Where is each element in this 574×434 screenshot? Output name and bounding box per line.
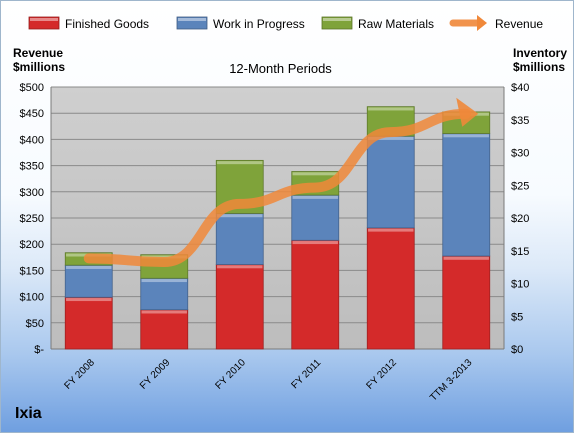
y-right-tick-label: $25: [511, 180, 529, 192]
legend-swatch-arrow: [477, 15, 487, 31]
x-tick-label: FY 2010: [213, 357, 248, 392]
bar-segment-highlight: [444, 257, 489, 260]
y-right-tick-label: $30: [511, 148, 529, 160]
y-right-tick-label: $20: [511, 213, 529, 225]
y-left-tick-label: $450: [20, 108, 44, 120]
bar-segment-work-in-progress: [141, 278, 188, 309]
legend-swatch-highlight: [30, 18, 58, 21]
bar-segment-finished-goods: [367, 228, 414, 349]
bar-segment-work-in-progress: [216, 213, 263, 264]
legend-label: Raw Materials: [358, 17, 434, 31]
y-left-tick-label: $50: [26, 318, 44, 330]
y-axis-left-label-line2: $millions: [13, 60, 65, 74]
y-left-tick-label: $400: [20, 134, 44, 146]
bar-segment-highlight: [217, 161, 262, 164]
y-left-tick-label: $300: [20, 187, 44, 199]
plot-area: $- $50 $100 $150 $200 $250 $300 $350 $400 $450 $50…: [20, 61, 530, 404]
bar-segment-finished-goods: [216, 265, 263, 349]
x-tick-label: FY 2011: [290, 357, 324, 391]
y-left-tick-label: $350: [20, 161, 44, 173]
bar-segment-finished-goods: [141, 310, 188, 349]
x-tick-label: FY 2012: [364, 357, 399, 392]
y-right-tick-label: $15: [511, 246, 529, 258]
bar-segment-highlight: [66, 298, 111, 301]
legend-label: Finished Goods: [65, 17, 149, 31]
bar-segment-highlight: [444, 134, 489, 137]
y-left-tick-label: $200: [20, 239, 44, 251]
x-tick-label: TTM 3-2013: [428, 357, 475, 404]
y-left-tick-label: $250: [20, 213, 44, 225]
bar-segment-highlight: [293, 196, 338, 199]
y-axis-right-label-line2: $millions: [513, 60, 565, 74]
y-right-tick-label: $10: [511, 279, 529, 291]
y-left-tick-label: $100: [20, 292, 44, 304]
legend-swatch-highlight: [178, 18, 206, 21]
bar-segment-highlight: [293, 241, 338, 244]
y-right-tick-label: $0: [511, 344, 523, 356]
bar-segment-work-in-progress: [367, 136, 414, 228]
bar-segment-highlight: [66, 266, 111, 269]
legend-label: Revenue: [495, 17, 543, 31]
y-left-tick-label: $150: [20, 265, 44, 277]
bar-segment-highlight: [217, 265, 262, 268]
x-tick-label: FY 2009: [138, 357, 173, 392]
bar-segment-work-in-progress: [65, 265, 112, 297]
bar-segment-work-in-progress: [292, 195, 339, 240]
y-left-tick-label: $500: [20, 82, 44, 94]
y-left-tick-label: $-: [34, 344, 44, 356]
bar-segment-finished-goods: [443, 256, 490, 349]
chart-subtitle: 12-Month Periods: [229, 61, 332, 76]
bar-segment-highlight: [217, 214, 262, 217]
legend-label: Work in Progress: [213, 17, 305, 31]
y-right-tick-label: $40: [511, 82, 529, 94]
bar-segment-work-in-progress: [443, 134, 490, 256]
bar-segment-finished-goods: [65, 297, 112, 349]
company-name: Ixia: [15, 405, 42, 423]
legend: Finished Goods Work in Progress Raw Materi…: [29, 15, 543, 31]
y-right-tick-label: $35: [511, 115, 529, 127]
legend-swatch-highlight: [323, 18, 351, 21]
bar-segment-finished-goods: [292, 240, 339, 349]
bar-segment-highlight: [368, 107, 413, 110]
y-axis-right-label-line1: Inventory: [513, 46, 567, 60]
bar-segment-highlight: [142, 311, 187, 314]
bar-segment-highlight: [142, 279, 187, 282]
bar-segment-highlight: [293, 172, 338, 175]
y-right-tick-label: $5: [511, 311, 523, 323]
x-tick-label: FY 2008: [62, 357, 97, 392]
bar-segment-highlight: [368, 229, 413, 232]
y-axis-left-label-line1: Revenue: [13, 46, 63, 60]
